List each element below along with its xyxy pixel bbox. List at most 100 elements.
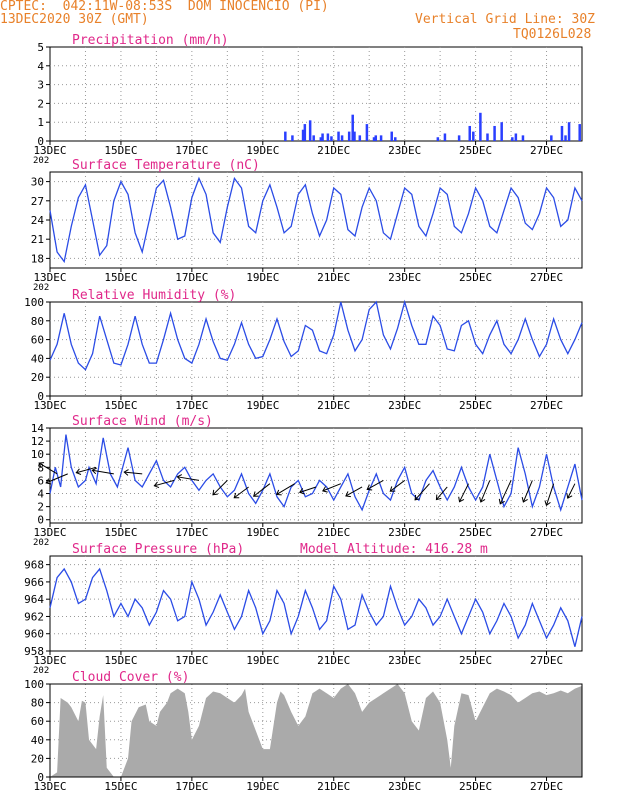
xtick-extra: 202 (33, 156, 49, 166)
ytick-label: 6 (37, 474, 44, 487)
precip-bar (330, 136, 333, 141)
precip-bar (500, 122, 503, 141)
wind-vector (366, 479, 384, 490)
xtick-label: 17DEC (175, 144, 208, 157)
panel-title: Surface Pressure (hPa) (72, 542, 244, 557)
xtick-label: 13DEC (33, 780, 66, 793)
wind-vector-head (91, 467, 97, 475)
xtick-label: 21DEC (317, 144, 350, 157)
panel-frame-4 (49, 555, 583, 652)
precip-bar (358, 135, 362, 141)
precip-bar (468, 125, 472, 141)
wind-vector-head (544, 500, 551, 507)
precip-bar (479, 112, 482, 141)
xtick-label: 21DEC (317, 654, 350, 667)
xtick-label: 17DEC (175, 526, 208, 539)
cloud-area (50, 684, 582, 777)
xtick-label: 15DEC (104, 780, 137, 793)
wind-vector-head (233, 492, 240, 499)
wind-vector (212, 480, 228, 496)
panel-frame-0 (49, 46, 583, 142)
xtick-label: 27DEC (530, 144, 563, 157)
series-line (49, 434, 583, 513)
panel-frame-3 (49, 427, 583, 524)
precip-bar (560, 125, 564, 141)
wind-vector (499, 480, 512, 505)
wind-vector-head (212, 489, 218, 496)
wind-vector (38, 462, 58, 475)
precip-bar (443, 133, 447, 141)
ytick-label: 0 (37, 771, 44, 784)
xtick-label: 23DEC (388, 654, 421, 667)
ytick-label: 1 (37, 116, 44, 129)
xtick-label: 27DEC (530, 780, 563, 793)
ytick-label: 80 (31, 315, 44, 328)
panel-title: Relative Humidity (%) (72, 288, 236, 303)
wind-vector-head (153, 481, 160, 489)
xtick-label: 19DEC (246, 144, 279, 157)
wind-vector (436, 486, 448, 500)
xtick-label: 13DEC (33, 399, 66, 412)
wind-vector-head (389, 486, 396, 492)
wind-vector (45, 473, 68, 484)
xtick-label: 17DEC (175, 399, 208, 412)
xtick-label: 21DEC (317, 271, 350, 284)
xtick-label: 23DEC (388, 780, 421, 793)
precip-bar (511, 137, 514, 141)
wind-vector (567, 483, 576, 499)
xtick-label: 13DEC (33, 526, 66, 539)
xtick-label: 13DEC (33, 271, 66, 284)
xtick-label: 17DEC (175, 654, 208, 667)
wind-vector-head (38, 462, 45, 468)
ytick-label: 4 (37, 488, 44, 501)
precip-bar (493, 125, 496, 141)
wind-vector (233, 486, 249, 499)
xtick-label: 19DEC (246, 780, 279, 793)
xtick-label: 19DEC (246, 526, 279, 539)
precip-bar (353, 131, 356, 141)
precip-bar (374, 135, 378, 141)
ytick-label: 30 (31, 176, 44, 189)
xtick-label: 23DEC (388, 399, 421, 412)
wind-vector (253, 483, 271, 497)
precip-bar (390, 131, 393, 141)
wind-vector-head (435, 494, 442, 501)
wind-vector (177, 476, 200, 481)
xtick-label: 15DEC (104, 144, 137, 157)
ytick-label: 5 (37, 41, 44, 54)
header-line2: 13DEC2020 30Z (GMT) (0, 12, 149, 27)
xtick-label: 15DEC (104, 526, 137, 539)
xtick-label: 19DEC (246, 654, 279, 667)
xtick-label: 25DEC (459, 144, 492, 157)
wind-vector (154, 479, 175, 487)
panel-title: Cloud Cover (%) (72, 670, 189, 685)
xtick-extra: 202 (33, 666, 49, 676)
xtick-label: 21DEC (317, 399, 350, 412)
ytick-label: 40 (31, 352, 44, 365)
xtick-extra: 202 (33, 538, 49, 548)
xtick-label: 15DEC (104, 399, 137, 412)
ytick-label: 18 (31, 252, 44, 265)
xtick-label: 19DEC (246, 399, 279, 412)
xtick-label: 13DEC (33, 144, 66, 157)
xtick-label: 25DEC (459, 780, 492, 793)
ytick-label: 24 (31, 214, 45, 227)
ytick-label: 80 (31, 697, 44, 710)
precip-bar (319, 137, 323, 141)
xtick-label: 27DEC (530, 654, 563, 667)
xtick-label: 17DEC (175, 271, 208, 284)
ytick-label: 100 (24, 678, 44, 691)
wind-vector-head (123, 469, 129, 476)
ytick-label: 21 (31, 233, 44, 246)
series-line (49, 567, 583, 647)
precip-bar (521, 135, 525, 141)
wind-vector (545, 483, 555, 506)
wind-vector-head (298, 488, 305, 495)
panel-frame-2 (49, 301, 583, 397)
ytick-label: 3 (37, 79, 44, 92)
xtick-label: 17DEC (175, 780, 208, 793)
wind-vector (459, 483, 469, 502)
precip-bar (567, 122, 571, 141)
ytick-label: 968 (24, 559, 44, 572)
ytick-label: 14 (31, 422, 45, 435)
